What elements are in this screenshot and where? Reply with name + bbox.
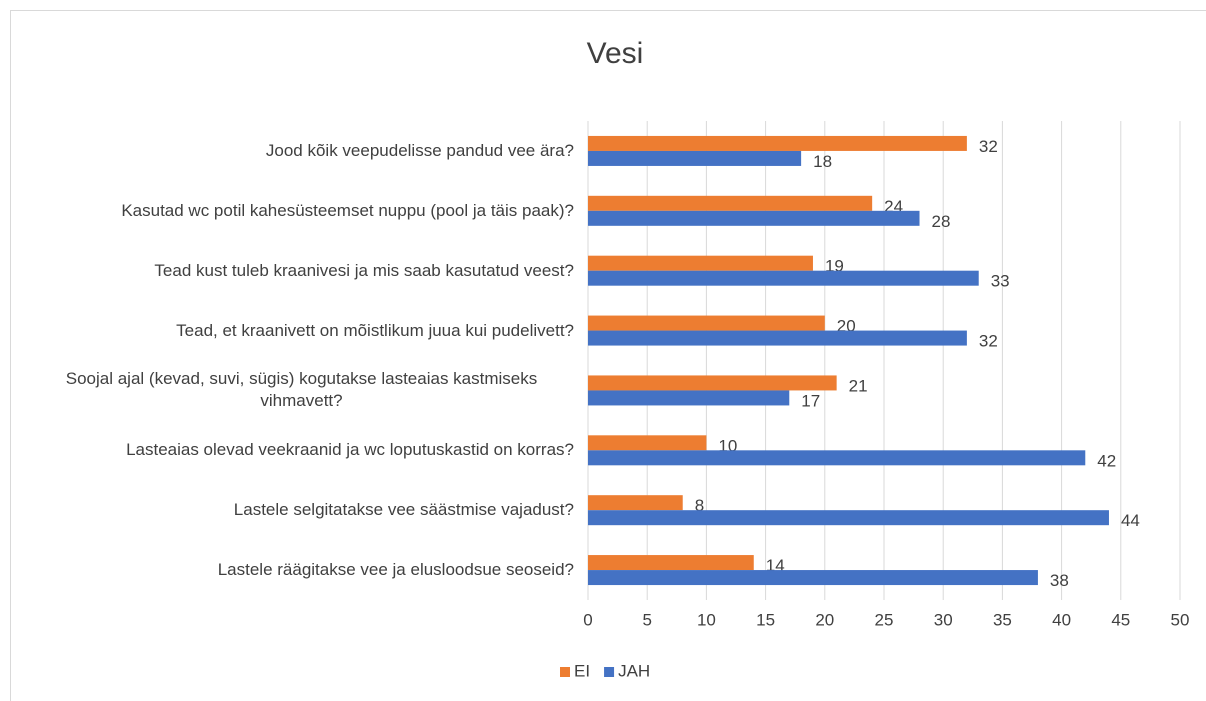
value-label: 44 <box>1121 511 1140 530</box>
bar <box>588 330 967 346</box>
bar <box>588 210 920 226</box>
value-label: 18 <box>813 152 832 171</box>
value-label: 21 <box>849 376 868 395</box>
x-tick-label: 15 <box>756 610 775 629</box>
value-label: 32 <box>979 137 998 156</box>
legend-swatch <box>604 667 615 677</box>
bar <box>588 315 825 331</box>
y-tick-label: Tead kust tuleb kraanivesi ja mis saab k… <box>154 260 574 280</box>
x-tick-label: 20 <box>815 610 834 629</box>
bar <box>588 135 967 151</box>
bar <box>588 555 754 571</box>
bar <box>588 390 790 406</box>
x-tick-label: 5 <box>642 610 651 629</box>
legend-label: JAH <box>618 661 650 680</box>
value-label: 28 <box>932 212 951 231</box>
y-tick-label: Lastele räägitakse vee ja elusloodsue se… <box>217 560 574 580</box>
x-tick-label: 10 <box>697 610 716 629</box>
value-label: 8 <box>695 496 704 515</box>
y-tick-label: Lastele selgitatakse vee säästmise vajad… <box>233 500 574 520</box>
bar <box>588 375 837 391</box>
chart-border <box>10 10 1206 701</box>
bar <box>588 270 979 286</box>
y-tick-label: Kasutad wc potil kahesüsteemset nuppu (p… <box>121 200 574 220</box>
value-label: 32 <box>979 332 998 351</box>
bar <box>588 450 1086 466</box>
value-label: 33 <box>991 272 1010 291</box>
bar <box>588 195 873 211</box>
legend-swatch <box>560 667 570 677</box>
x-tick-label: 40 <box>1052 610 1071 629</box>
value-label: 38 <box>1050 571 1069 590</box>
x-tick-label: 50 <box>1171 610 1190 629</box>
x-tick-label: 45 <box>1111 610 1130 629</box>
x-tick-label: 35 <box>993 610 1012 629</box>
y-tick-label: Jood kõik veepudelisse pandud vee ära? <box>265 140 574 160</box>
bar <box>588 435 707 451</box>
bar <box>588 150 802 166</box>
chart-title: Vesi <box>587 37 644 70</box>
bar <box>588 570 1038 586</box>
x-tick-label: 0 <box>583 610 592 629</box>
bar <box>588 510 1109 526</box>
y-tick-label: Soojal ajal (kevad, suvi, sügis) kogutak… <box>65 369 538 411</box>
y-tick-label: Tead, et kraanivett on mõistlikum juua k… <box>176 320 574 340</box>
legend-label: EI <box>574 661 590 680</box>
value-label: 17 <box>801 391 820 410</box>
bar <box>588 495 683 511</box>
x-tick-label: 30 <box>934 610 953 629</box>
value-label: 42 <box>1097 451 1116 470</box>
bar <box>588 255 813 271</box>
x-tick-label: 25 <box>875 610 894 629</box>
y-tick-label: Lasteaias olevad veekraanid ja wc loputu… <box>126 440 574 460</box>
